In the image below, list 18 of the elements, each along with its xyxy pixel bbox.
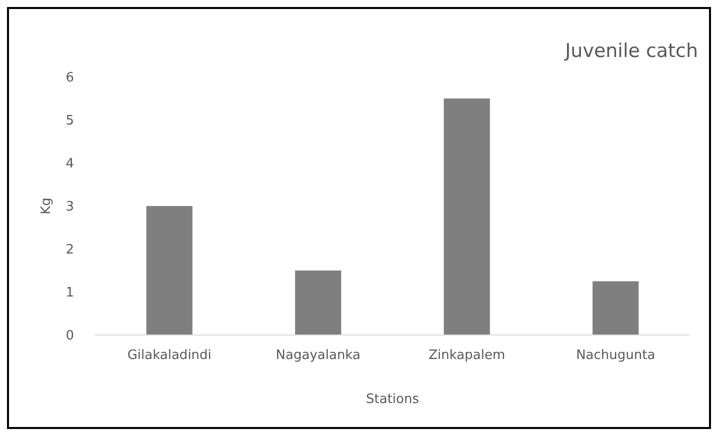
y-tick-label: 1 <box>66 286 74 301</box>
x-tick-label: Nagayalanka <box>276 348 360 363</box>
bar <box>295 270 342 335</box>
y-tick-label: 6 <box>66 70 74 86</box>
x-tick-label: Gilakaladindi <box>127 348 212 363</box>
y-tick-label: 4 <box>66 156 74 172</box>
y-axis-title: Kg <box>39 198 54 214</box>
bar <box>592 281 639 335</box>
y-tick-label: 5 <box>66 114 74 129</box>
bar <box>146 206 192 335</box>
bar <box>444 98 490 335</box>
y-tick-label: 0 <box>66 328 74 344</box>
y-tick-label: 2 <box>66 242 74 258</box>
x-tick-label: Zinkapalem <box>428 348 506 363</box>
y-tick-label: 3 <box>66 200 74 215</box>
x-axis-title: Stations <box>366 392 420 407</box>
x-tick-label: Nachugunta <box>576 348 656 363</box>
chart-title: Juvenile catch <box>564 40 698 62</box>
